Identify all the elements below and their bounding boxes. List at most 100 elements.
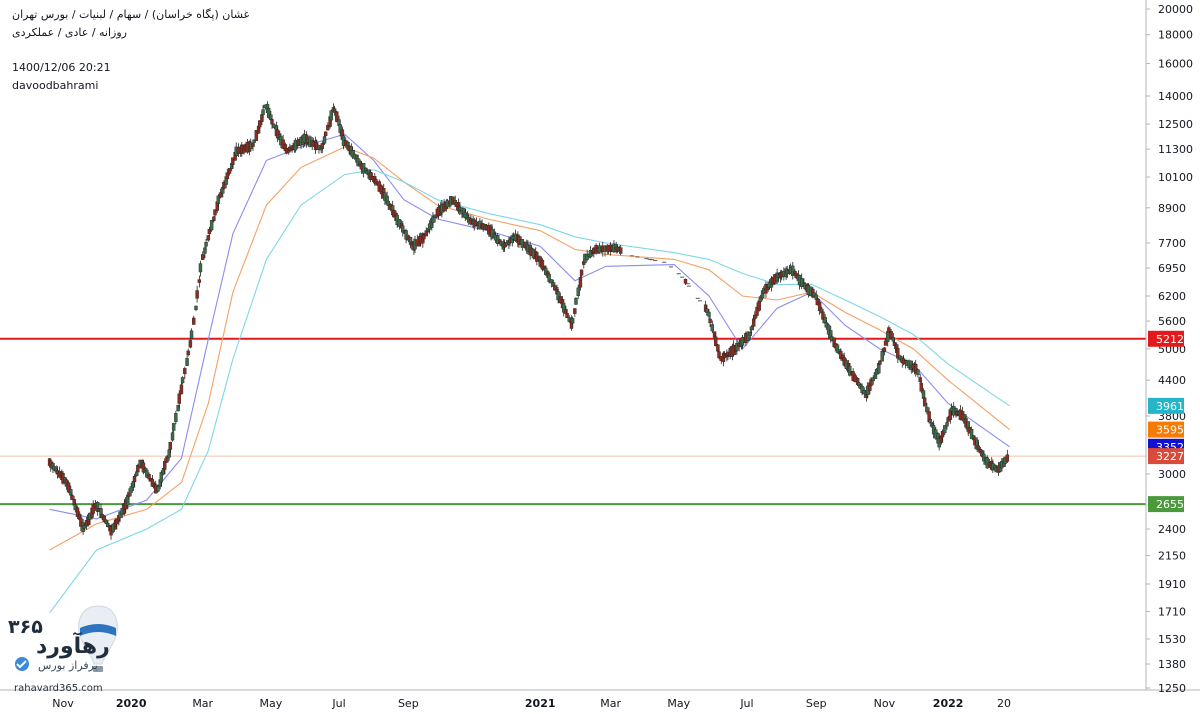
candle-body (82, 525, 86, 529)
candle-body (136, 464, 140, 473)
candle-body (167, 449, 171, 458)
x-tick-label: 2022 (933, 697, 964, 710)
candle-body (578, 277, 583, 288)
candle-body (198, 263, 203, 273)
candle-body (329, 110, 333, 121)
candle-body (254, 130, 259, 141)
logo-site: rahavard365.com (14, 683, 103, 694)
candle-body (404, 230, 408, 240)
y-tick-label: 1250 (1158, 682, 1186, 695)
candle-body (757, 300, 761, 311)
y-tick-label: 10100 (1158, 171, 1193, 184)
y-tick-label: 12500 (1158, 118, 1193, 131)
price-badge-label: 3961 (1156, 400, 1184, 413)
candle-body (192, 317, 196, 325)
candle-body (424, 230, 428, 237)
candle-body (177, 393, 181, 404)
logo-brand: رهآورد (36, 634, 110, 659)
candle-body (556, 291, 560, 301)
candle-body (227, 168, 232, 174)
y-tick-label: 5600 (1158, 315, 1186, 328)
candle-body (800, 277, 804, 287)
candle-body (216, 195, 221, 204)
candle-body (945, 422, 949, 427)
y-tick-label: 1380 (1158, 658, 1186, 671)
candle-body (618, 247, 623, 254)
candle-body (335, 111, 339, 122)
balloon-icon (15, 605, 118, 672)
candle-body (168, 442, 172, 450)
y-tick-label: 14000 (1158, 90, 1193, 103)
y-tick-label: 8900 (1158, 202, 1186, 215)
candle-body (573, 308, 577, 314)
y-tick-label: 1530 (1158, 633, 1186, 646)
candle-body (326, 124, 330, 131)
candle-body (332, 108, 337, 113)
candle-body (150, 479, 155, 487)
candle-body (746, 331, 750, 341)
y-tick-label: 20000 (1158, 3, 1193, 16)
x-tick-label: 20 (997, 697, 1011, 710)
candle-body (170, 432, 175, 441)
candle-body (127, 492, 131, 497)
candle-body (544, 267, 548, 275)
candle-body (159, 471, 164, 483)
candle-body (194, 305, 198, 310)
candle-body (886, 331, 890, 342)
candle-body (892, 342, 897, 346)
x-tick-label: 2021 (525, 697, 556, 710)
candle-body (322, 136, 327, 144)
candle-body (145, 469, 149, 478)
x-tick-label: Nov (874, 697, 896, 710)
x-tick-label: May (259, 697, 282, 710)
price-badge-label: 2655 (1156, 498, 1184, 511)
candle-body (206, 235, 210, 241)
price-badge-label: 5212 (1156, 333, 1184, 346)
candle-body (860, 385, 864, 393)
candle-body (338, 124, 342, 133)
y-tick-label: 1710 (1158, 605, 1186, 618)
candle-body (705, 308, 709, 313)
candle-body (835, 344, 840, 353)
candle-body (758, 297, 763, 303)
candle-body (1005, 454, 1010, 462)
candle-body (141, 462, 146, 473)
candle-body (212, 216, 216, 221)
x-tick-label: Nov (52, 697, 74, 710)
candle-body (209, 220, 214, 231)
candle-body (203, 247, 207, 254)
candle-body (710, 324, 715, 332)
candle-body (401, 225, 405, 233)
candle-body (171, 423, 176, 431)
candle-body (100, 514, 104, 518)
candle-body (70, 494, 74, 500)
candle-body (707, 311, 711, 317)
x-tick-label: Mar (600, 697, 621, 710)
candle-body (165, 456, 169, 463)
y-tick-label: 2150 (1158, 549, 1186, 562)
candle-body (156, 486, 160, 492)
price-badge: 3595 (1148, 421, 1184, 438)
candle-body (183, 368, 187, 375)
candle-body (422, 234, 426, 240)
candle-body (222, 181, 226, 189)
candle-body (878, 360, 882, 365)
candle-body (188, 340, 193, 348)
candle-body (231, 157, 235, 165)
candle-body (132, 475, 137, 483)
candle-body (579, 269, 584, 276)
candle-body (821, 311, 825, 320)
x-tick-label: Mar (192, 697, 213, 710)
candle-body (320, 143, 324, 149)
y-tick-label: 3000 (1158, 468, 1186, 481)
x-tick-label: May (667, 697, 690, 710)
candle-body (561, 302, 566, 313)
y-tick-label: 6200 (1158, 290, 1186, 303)
x-tick-label: Jul (331, 697, 345, 710)
x-tick-label: 2020 (116, 697, 147, 710)
candle-body (368, 171, 373, 180)
candle-body (748, 332, 753, 336)
candle-body (114, 518, 119, 525)
candle-body (940, 431, 945, 438)
